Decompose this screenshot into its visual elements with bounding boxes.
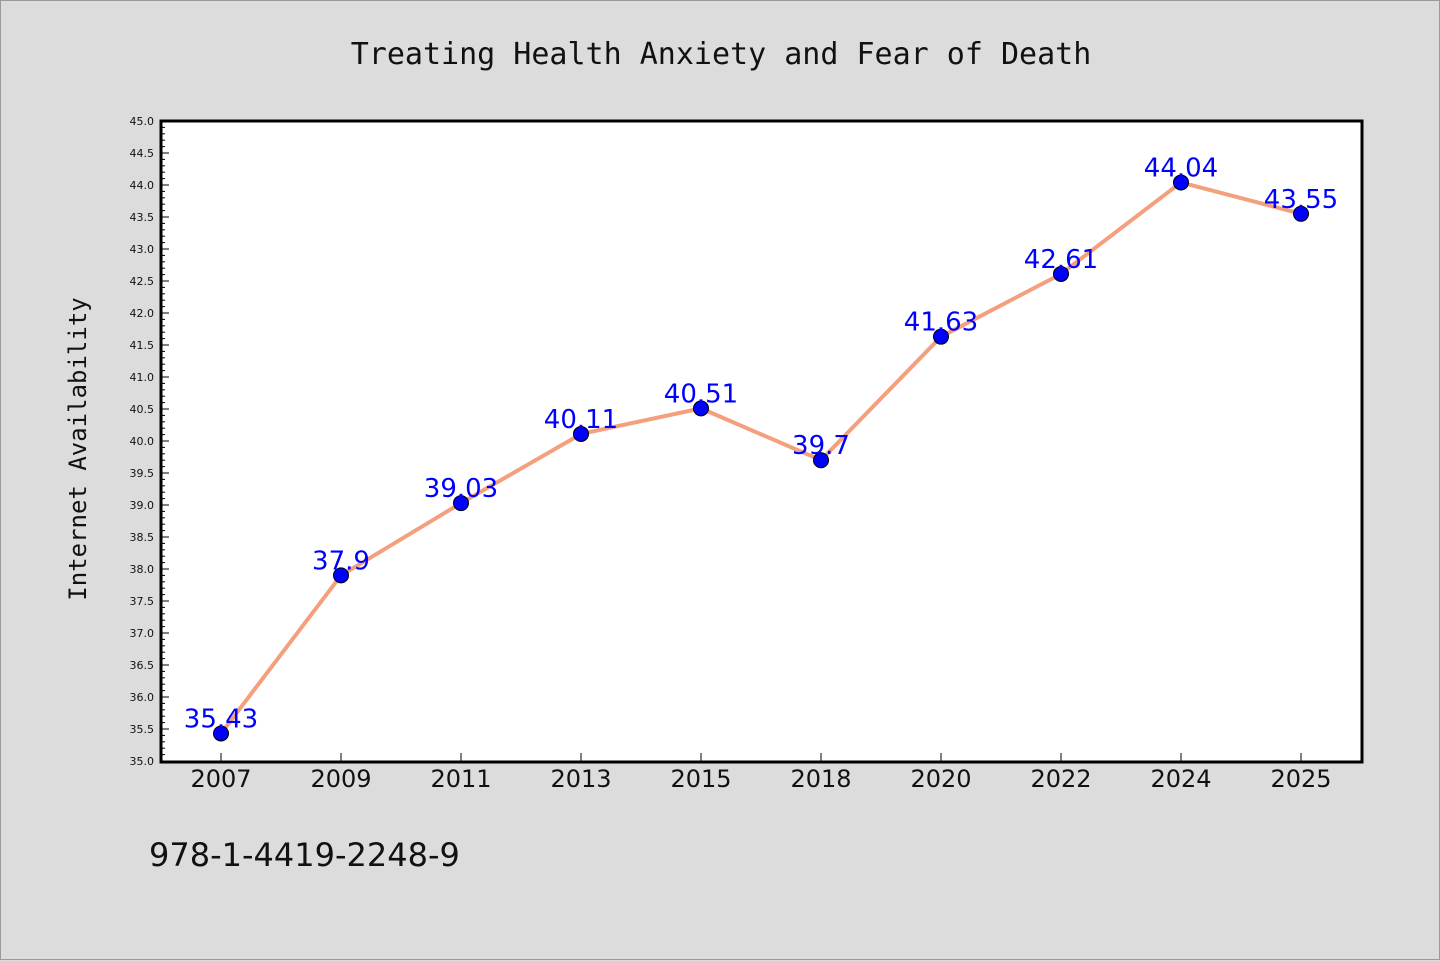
y-tick-label: 36.0 (130, 691, 155, 704)
y-tick-label: 35.0 (130, 755, 155, 768)
y-tick-label: 38.5 (130, 531, 155, 544)
data-label: 40.11 (544, 405, 618, 435)
chart-title: Treating Health Anxiety and Fear of Deat… (351, 37, 1092, 72)
isbn-text: 978-1-4419-2248-9 (149, 836, 460, 874)
data-label: 35.43 (184, 704, 258, 734)
y-tick-label: 36.5 (130, 659, 155, 672)
y-tick-label: 42.0 (130, 307, 155, 320)
data-point (1173, 174, 1189, 191)
data-point (333, 567, 349, 584)
data-point (453, 495, 469, 512)
data-point (573, 425, 589, 442)
x-tick-label: 2009 (310, 765, 371, 793)
x-tick-label: 2018 (790, 765, 851, 793)
data-label: 42.61 (1024, 245, 1098, 275)
y-axis: 35.0 35.5 36.0 36.5 37.0 37.5 38.0 38.5 39.0 39.5… (130, 115, 169, 768)
y-tick-label: 35.5 (130, 723, 155, 736)
data-point (813, 452, 829, 469)
y-tick-label: 41.5 (130, 339, 155, 352)
data-point (933, 328, 949, 345)
y-tick-label: 43.0 (130, 243, 155, 256)
series-layer (213, 174, 1309, 742)
y-tick-label: 43.5 (130, 211, 155, 224)
data-point (693, 400, 709, 417)
y-tick-label: 39.0 (130, 499, 155, 512)
data-labels: 35.43 37.9 39.03 40.11 40.51 39.7 41.63 42.61 44… (184, 153, 1338, 734)
y-tick-label: 37.5 (130, 595, 155, 608)
y-tick-label: 44.5 (130, 147, 155, 160)
y-tick-label: 41.0 (130, 371, 155, 384)
data-label: 43.55 (1264, 185, 1338, 215)
x-tick-label: 2022 (1030, 765, 1091, 793)
data-label: 37.9 (312, 546, 370, 576)
plot-area (159, 119, 1364, 764)
y-tick-label: 40.5 (130, 403, 155, 416)
data-label: 40.51 (664, 379, 738, 409)
y-tick-label: 37.0 (130, 627, 155, 640)
x-tick-label: 2007 (190, 765, 251, 793)
data-point (213, 725, 229, 742)
x-tick-label: 2020 (910, 765, 971, 793)
x-tick-label: 2015 (670, 765, 731, 793)
x-tick-label: 2013 (550, 765, 611, 793)
y-tick-label: 40.0 (130, 435, 155, 448)
data-label: 41.63 (904, 308, 978, 338)
data-label: 39.7 (792, 431, 850, 461)
x-tick-label: 2011 (430, 765, 491, 793)
y-tick-label: 39.5 (130, 467, 155, 480)
y-tick-label: 38.0 (130, 563, 155, 576)
y-tick-label: 44.0 (130, 179, 155, 192)
x-axis: 2007 2009 2011 2013 2015 2018 2020 2022 2024 2025 (190, 753, 1332, 793)
data-label: 44.04 (1144, 153, 1218, 183)
y-axis-label: Internet Availability (64, 297, 92, 600)
y-tick-label: 45.0 (130, 115, 155, 128)
y-tick-label: 42.5 (130, 275, 155, 288)
x-tick-label: 2024 (1150, 765, 1211, 793)
x-tick-label: 2025 (1270, 765, 1331, 793)
data-point (1293, 205, 1309, 222)
series-line (219, 180, 1303, 736)
data-label: 39.03 (424, 474, 498, 504)
data-point (1053, 265, 1069, 282)
